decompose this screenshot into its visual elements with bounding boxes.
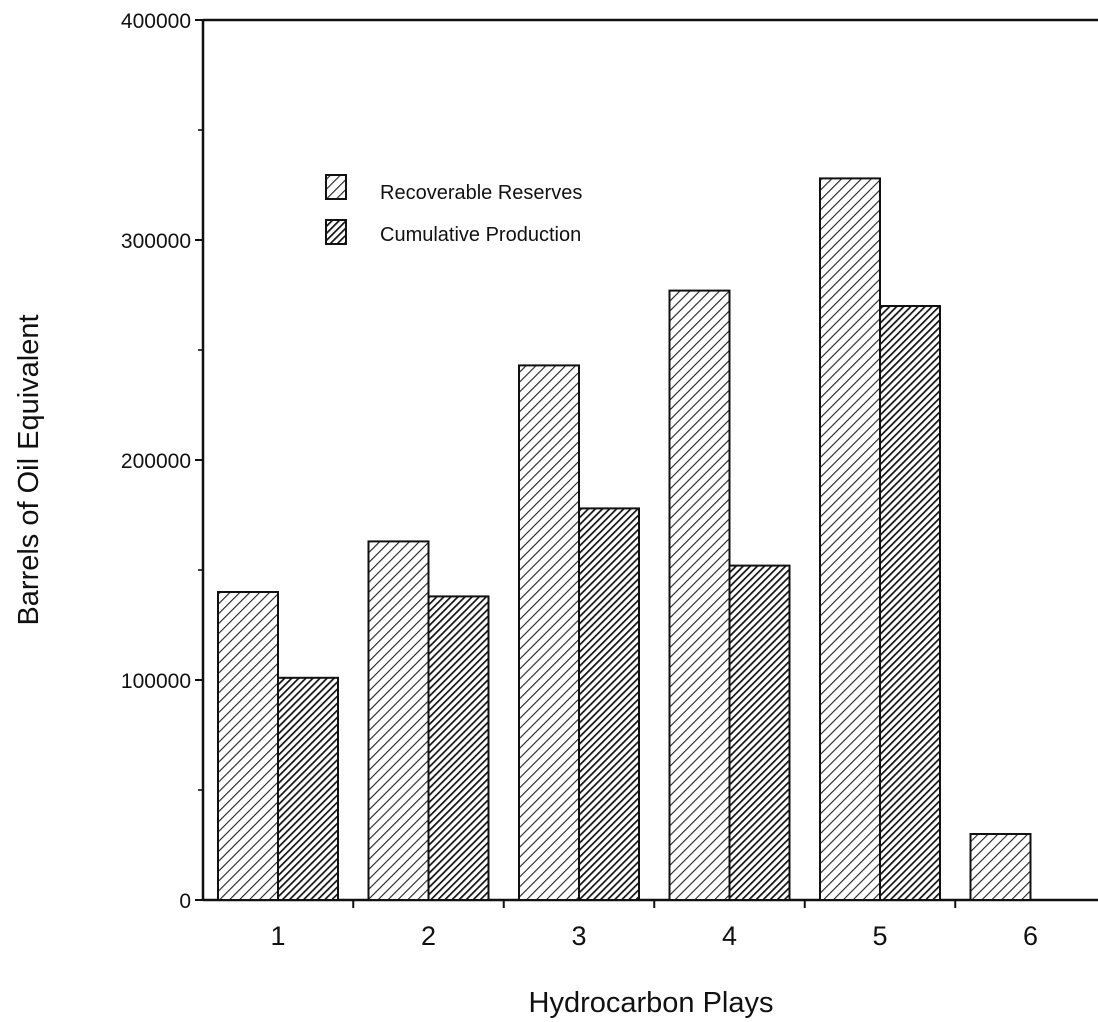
legend-label-cumulative-production: Cumulative Production	[380, 224, 581, 246]
y-tick-label: 0	[179, 890, 191, 913]
bar-cumulative-production-play-3	[578, 507, 640, 901]
x-tick-label: 1	[270, 921, 285, 951]
bar-cumulative-production-play-1	[277, 676, 339, 901]
bar-recoverable-reserves-play-3	[518, 364, 580, 901]
x-axis-title: Hydrocarbon Plays	[529, 987, 774, 1019]
x-tick-label: 4	[722, 921, 737, 951]
bar-cumulative-production-play-5	[879, 305, 941, 901]
x-tick-label: 6	[1023, 921, 1038, 951]
bar-recoverable-reserves-play-1	[217, 591, 279, 901]
x-tick-label: 2	[421, 921, 436, 951]
bars-group	[217, 177, 1032, 902]
bar-cumulative-production-play-2	[427, 595, 490, 902]
y-axis-title: Barrels of Oil Equivalent	[13, 314, 45, 625]
bar-cumulative-production-play-4	[728, 564, 791, 901]
legend: Recoverable Reserves Cumulative Producti…	[325, 174, 582, 246]
bar-recoverable-reserves-play-6	[969, 833, 1032, 901]
y-tick-label: 400000	[121, 10, 191, 33]
bar-recoverable-reserves-play-4	[668, 289, 731, 902]
legend-swatch-cumulative-production	[325, 219, 347, 245]
x-tick-label: 5	[872, 921, 887, 951]
y-tick-label: 100000	[121, 670, 191, 693]
bar-recoverable-reserves-play-2	[367, 540, 430, 902]
y-axis-ticks: 0 100000 200000 300000 400000	[121, 10, 203, 913]
x-tick-label: 3	[571, 921, 586, 951]
legend-label-recoverable-reserves: Recoverable Reserves	[380, 182, 582, 204]
bar-recoverable-reserves-play-5	[819, 177, 881, 901]
y-tick-label: 200000	[121, 450, 191, 473]
x-axis-ticks: 1 2 3 4 5 6	[270, 900, 1038, 951]
legend-swatch-recoverable-reserves	[325, 174, 347, 200]
y-tick-label: 300000	[121, 230, 191, 253]
